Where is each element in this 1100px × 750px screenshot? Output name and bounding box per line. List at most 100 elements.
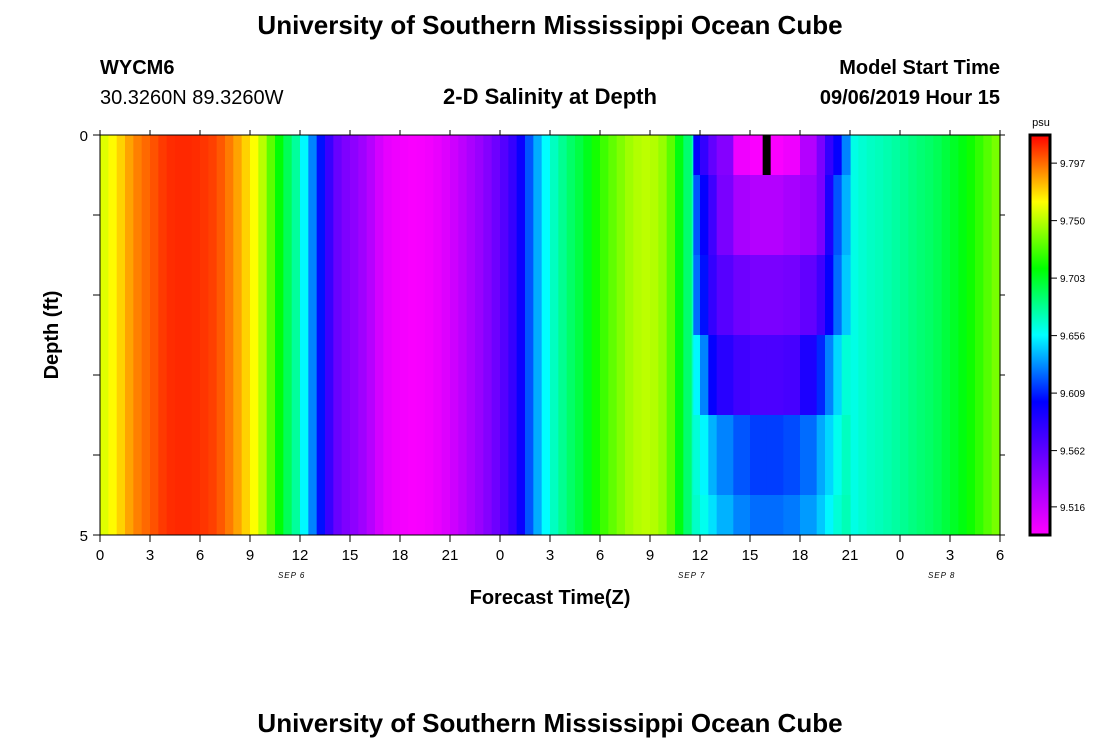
heatmap-cell xyxy=(783,135,801,176)
station-location: 30.3260N 89.3260W xyxy=(100,87,284,109)
heatmap-cell xyxy=(783,255,801,336)
heatmap-cell xyxy=(693,175,701,256)
heatmap-cell xyxy=(833,415,843,496)
heatmap-column xyxy=(658,135,668,535)
colorbar-unit: psu xyxy=(1032,117,1050,129)
heatmap-column xyxy=(200,135,209,535)
heatmap-cell xyxy=(708,175,718,256)
heatmap-cell xyxy=(716,415,734,496)
heatmap-column xyxy=(975,135,984,535)
heatmap-column xyxy=(608,135,618,535)
heatmap-cell xyxy=(841,135,851,176)
heatmap-cell xyxy=(816,495,826,536)
heatmap-column xyxy=(400,135,409,535)
heatmap-column xyxy=(233,135,243,535)
x-tick-label: 0 xyxy=(896,547,904,564)
heatmap-column xyxy=(383,135,393,535)
x-tick-label: 15 xyxy=(342,547,359,564)
x-date-label: SEP 7 xyxy=(678,571,705,580)
heatmap-column xyxy=(575,135,584,535)
heatmap-column xyxy=(883,135,893,535)
heatmap-cell xyxy=(733,335,751,416)
heatmap-column xyxy=(441,135,451,535)
heatmap-column xyxy=(583,135,593,535)
heatmap-column xyxy=(675,135,684,535)
heatmap-column xyxy=(983,135,993,535)
colorbar: psu 9.516 9.562 9.609 9.656 9.703 9.750 9.797 xyxy=(1028,117,1085,537)
heatmap-cell xyxy=(693,415,701,496)
x-tick-label: 6 xyxy=(196,547,204,564)
heatmap-column xyxy=(475,135,484,535)
model-start-label: Model Start Time xyxy=(839,57,1000,79)
heatmap-column xyxy=(933,135,943,535)
heatmap-column xyxy=(433,135,443,535)
heatmap-cell xyxy=(800,495,818,536)
heatmap-cell xyxy=(833,175,843,256)
heatmap-column xyxy=(266,135,276,535)
heatmap-cell xyxy=(841,415,851,496)
heatmap-column xyxy=(241,135,251,535)
heatmap-cell xyxy=(700,335,709,416)
y-tick-label: 5 xyxy=(80,528,88,545)
x-tick-label: 18 xyxy=(392,547,409,564)
heatmap-cell xyxy=(700,175,709,256)
heatmap-column xyxy=(416,135,426,535)
heatmap-cell xyxy=(833,135,843,176)
colorbar-gradient xyxy=(1028,133,1052,537)
heatmap-cell xyxy=(783,415,801,496)
heatmap-column xyxy=(291,135,301,535)
heatmap-cell xyxy=(716,495,734,536)
x-tick-label: 15 xyxy=(742,547,759,564)
x-tick-label: 3 xyxy=(946,547,954,564)
heatmap-cell xyxy=(693,255,701,336)
heatmap-column xyxy=(325,135,334,535)
heatmap-column xyxy=(158,135,168,535)
heatmap-cell xyxy=(816,335,826,416)
heatmap-column xyxy=(216,135,226,535)
heatmap-column xyxy=(516,135,526,535)
heatmap-column xyxy=(116,135,126,535)
heatmap-column xyxy=(275,135,284,535)
heatmap-column xyxy=(941,135,951,535)
x-axis-label: Forecast Time(Z) xyxy=(470,587,631,609)
x-date-label: SEP 6 xyxy=(278,571,305,580)
heatmap-column xyxy=(350,135,359,535)
heatmap-column xyxy=(108,135,118,535)
heatmap-column xyxy=(550,135,559,535)
heatmap-column xyxy=(166,135,176,535)
heatmap-cell xyxy=(816,415,826,496)
heatmap-column xyxy=(316,135,326,535)
heatmap-cell xyxy=(825,255,834,336)
heatmap-column xyxy=(258,135,268,535)
heatmap-cell xyxy=(733,255,751,336)
colorbar-tick-label: 9.703 xyxy=(1060,274,1085,285)
heatmap-cell xyxy=(750,495,768,536)
heatmap-column xyxy=(208,135,218,535)
heatmap-cell xyxy=(783,495,801,536)
heatmap-cell xyxy=(716,255,734,336)
heatmap-cell xyxy=(766,255,784,336)
heatmap-cells xyxy=(100,135,1001,536)
heatmap-column xyxy=(666,135,676,535)
colorbar-ticks: 9.516 9.562 9.609 9.656 9.703 9.750 9.797 xyxy=(1050,159,1085,514)
heatmap-cell xyxy=(700,415,709,496)
heatmap-cell xyxy=(841,335,851,416)
heatmap-cell xyxy=(733,495,751,536)
heatmap-column xyxy=(366,135,376,535)
heatmap-cell xyxy=(708,255,718,336)
heatmap-column xyxy=(908,135,918,535)
heatmap-cell xyxy=(825,175,834,256)
heatmap-column xyxy=(508,135,518,535)
x-tick-label: 18 xyxy=(792,547,809,564)
heatmap-cell xyxy=(825,335,834,416)
heatmap-cell xyxy=(700,495,709,536)
heatmap-cell xyxy=(766,335,784,416)
heatmap-cell xyxy=(708,495,718,536)
colorbar-tick-label: 9.609 xyxy=(1060,389,1085,400)
heatmap-cell xyxy=(800,135,818,176)
heatmap-cell xyxy=(733,175,751,256)
heatmap-column xyxy=(625,135,634,535)
x-tick-label: 21 xyxy=(842,547,859,564)
x-tick-label: 9 xyxy=(246,547,254,564)
x-tick-label: 9 xyxy=(646,547,654,564)
